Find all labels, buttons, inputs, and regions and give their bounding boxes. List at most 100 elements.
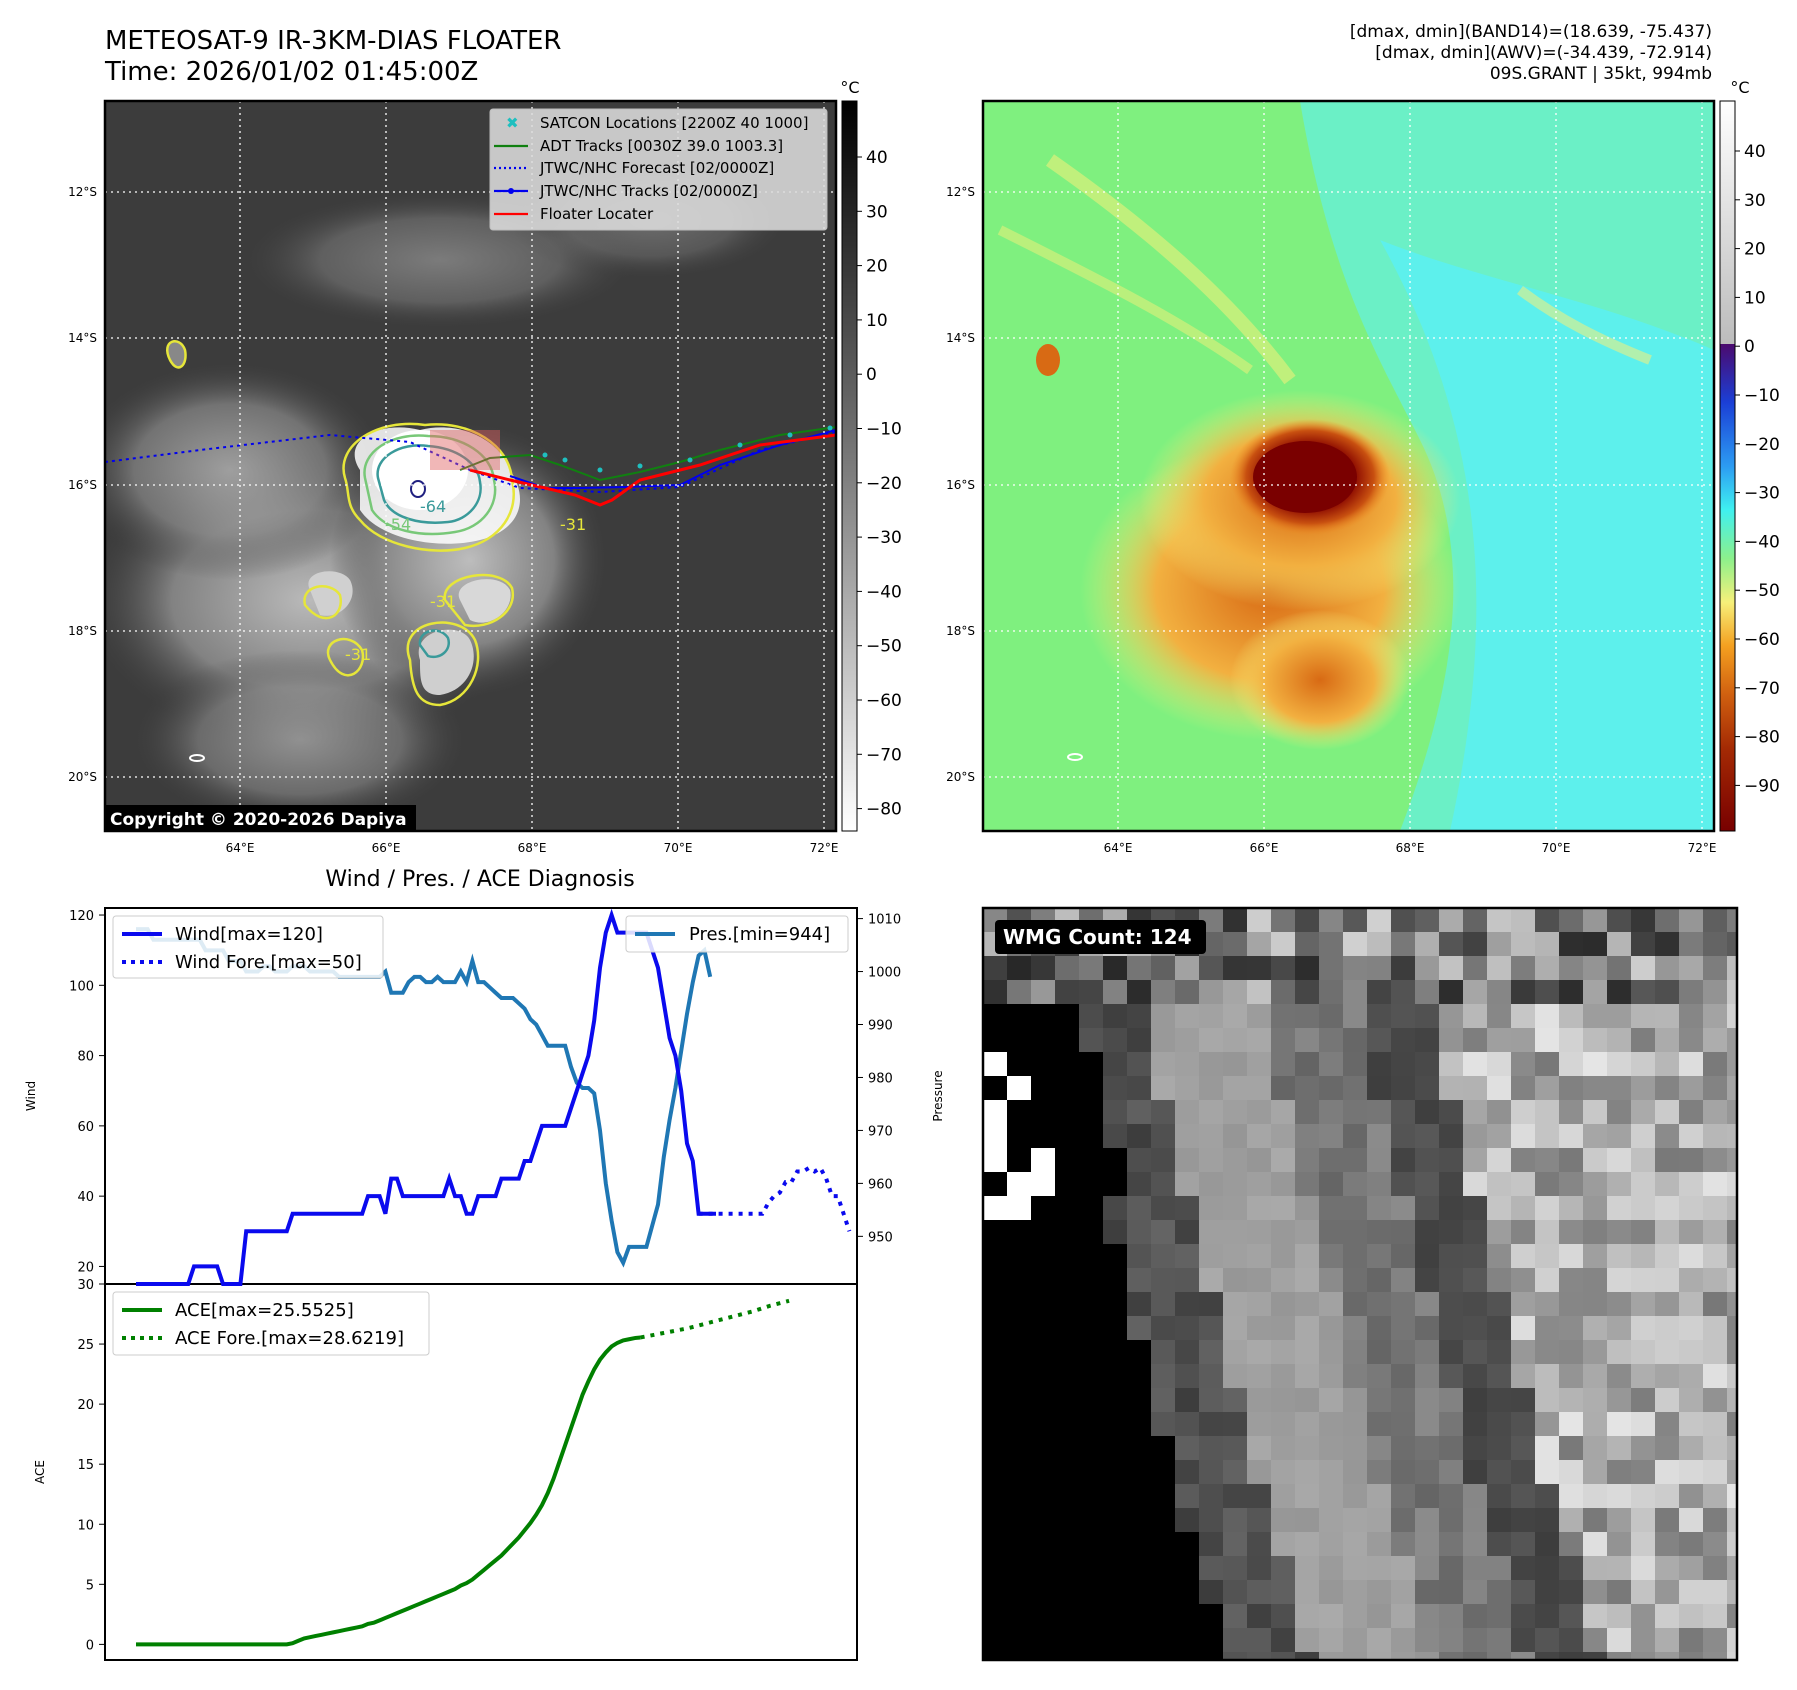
wmg-pixel: [1391, 1148, 1415, 1172]
wmg-pixel: [1103, 1484, 1127, 1508]
wmg-pixel: [1367, 1652, 1391, 1660]
wmg-pixel: [1199, 1484, 1223, 1508]
wmg-pixel: [1487, 1172, 1511, 1196]
wmg-pixel: [1535, 1364, 1559, 1388]
wmg-pixel: [1151, 1004, 1175, 1028]
wmg-pixel: [1343, 1604, 1367, 1628]
wmg-pixel: [1295, 1508, 1319, 1532]
wmg-pixel: [1583, 908, 1607, 932]
wmg-pixel: [1487, 1556, 1511, 1580]
wmg-pixel: [1679, 1100, 1703, 1124]
wmg-pixel: [1247, 1268, 1271, 1292]
wmg-pixel: [1199, 1340, 1223, 1364]
wmg-pixel: [1727, 1028, 1737, 1052]
awv-lat-14s: 14°S: [946, 331, 975, 345]
wmg-pixel: [1079, 1340, 1103, 1364]
wmg-pixel: [1367, 1604, 1391, 1628]
wmg-pixel: [1727, 1484, 1737, 1508]
wmg-pixel: [1175, 1316, 1199, 1340]
ir-lon-72e: 72°E: [810, 841, 839, 855]
wmg-pixel: [1031, 1124, 1055, 1148]
wmg-pixel: [1103, 1532, 1127, 1556]
wmg-pixel: [1631, 1628, 1655, 1652]
wmg-pixel: [1055, 1340, 1079, 1364]
wmg-pixel: [1055, 1484, 1079, 1508]
wmg-pixel: [1295, 1244, 1319, 1268]
wmg-pixel: [1703, 1364, 1727, 1388]
wmg-pixel: [1487, 1004, 1511, 1028]
wmg-pixel: [1175, 1652, 1199, 1660]
wmg-pixel: [1607, 956, 1631, 980]
wmg-pixel: [1247, 1004, 1271, 1028]
wmg-pixel: [1559, 932, 1583, 956]
wmg-pixel: [1559, 1172, 1583, 1196]
wmg-pixel: [1031, 1028, 1055, 1052]
wmg-pixel: [983, 1100, 1007, 1124]
wmg-pixel: [1655, 1268, 1679, 1292]
wmg-pixel: [1511, 956, 1535, 980]
wmg-pixel: [1343, 1652, 1367, 1660]
wmg-pixel: [1655, 1124, 1679, 1148]
wmg-pixel: [1031, 1364, 1055, 1388]
wmg-pixel: [1151, 1556, 1175, 1580]
wmg-pixel: [1103, 1340, 1127, 1364]
wmg-pixel: [1655, 980, 1679, 1004]
wmg-pixel: [1175, 1412, 1199, 1436]
wmg-pixel: [1607, 1604, 1631, 1628]
awv-colorbar-tick-label: 10: [1744, 288, 1766, 308]
wmg-pixel: [1655, 1412, 1679, 1436]
wmg-pixel: [1727, 1436, 1737, 1460]
wmg-pixel: [1679, 1196, 1703, 1220]
wmg-pixel: [1175, 1076, 1199, 1100]
wmg-pixel: [1127, 1460, 1151, 1484]
wmg-pixel: [1607, 932, 1631, 956]
wmg-pixel: [1679, 1484, 1703, 1508]
wmg-pixel: [1271, 1628, 1295, 1652]
wmg-pixel: [1079, 1220, 1103, 1244]
wmg-pixel: [1367, 1364, 1391, 1388]
wmg-pixel: [1559, 1436, 1583, 1460]
wmg-pixel: [1607, 1556, 1631, 1580]
wmg-pixel: [1583, 1532, 1607, 1556]
wmg-pixel: [1151, 1436, 1175, 1460]
wmg-pixel: [983, 1004, 1007, 1028]
wmg-pixel: [1103, 1652, 1127, 1660]
wmg-pixel: [1487, 956, 1511, 980]
ir-lon-64e: 64°E: [226, 841, 255, 855]
ir-lat-12s: 12°S: [68, 185, 97, 199]
wmg-pixel: [1103, 1556, 1127, 1580]
wmg-pixel: [1367, 1580, 1391, 1604]
wmg-pixel: [1415, 1100, 1439, 1124]
wmg-pixel: [1607, 1580, 1631, 1604]
wmg-pixel: [1151, 1364, 1175, 1388]
wmg-pixel: [1631, 1364, 1655, 1388]
wmg-pixel: [1103, 1364, 1127, 1388]
wmg-pixel: [1583, 1196, 1607, 1220]
wmg-pixel: [1727, 1220, 1737, 1244]
wmg-pixel: [1223, 1604, 1247, 1628]
wmg-pixel: [1031, 1340, 1055, 1364]
wmg-pixel: [983, 1028, 1007, 1052]
wmg-pixel: [1079, 1124, 1103, 1148]
wmg-pixel: [1079, 1484, 1103, 1508]
wmg-pixel: [1511, 908, 1535, 932]
wmg-pixel: [1655, 1100, 1679, 1124]
wmg-pixel: [1487, 1412, 1511, 1436]
wmg-pixel: [1199, 1436, 1223, 1460]
wmg-pixel: [1487, 1268, 1511, 1292]
wmg-pixel: [1319, 1388, 1343, 1412]
wmg-pixel: [1583, 1100, 1607, 1124]
wmg-pixel: [1319, 1124, 1343, 1148]
wmg-pixel: [1391, 1004, 1415, 1028]
ir-colorbar-tick-label: −70: [866, 745, 902, 765]
wmg-pixel: [1679, 956, 1703, 980]
wind-series-line: [136, 908, 716, 1286]
wmg-pixel: [1103, 1172, 1127, 1196]
wmg-pixel: [1319, 1316, 1343, 1340]
wmg-pixel: [1703, 1484, 1727, 1508]
contour-label-31b: -31: [430, 592, 456, 611]
wmg-pixel: [1151, 1268, 1175, 1292]
wmg-pixel: [1175, 1340, 1199, 1364]
wmg-pixel: [1271, 1508, 1295, 1532]
wmg-pixel: [983, 1388, 1007, 1412]
